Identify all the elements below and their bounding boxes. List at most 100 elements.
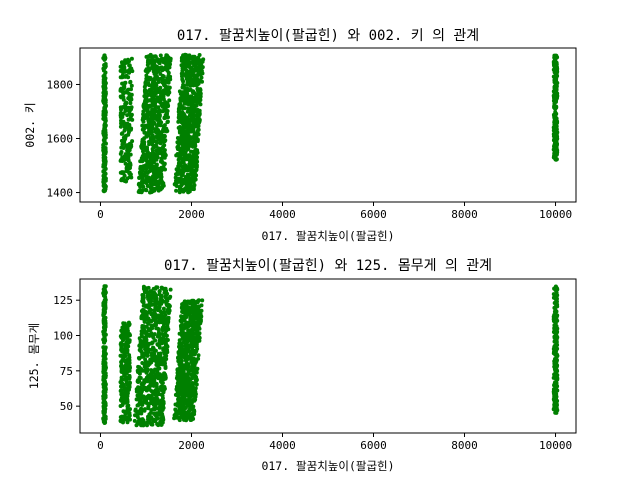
bottom-chart-point <box>155 342 160 347</box>
bottom-chart-point <box>136 421 140 426</box>
bottom-chart-point <box>144 395 149 399</box>
bottom-chart-x-tick-label: 8000 <box>451 439 478 452</box>
top-chart-point <box>156 137 161 141</box>
bottom-chart-point <box>153 305 158 310</box>
top-chart-point <box>141 184 146 189</box>
top-chart-point <box>159 174 164 179</box>
bottom-chart-point <box>177 353 182 358</box>
top-chart-point <box>167 65 172 70</box>
top-chart-point <box>102 140 107 145</box>
top-chart-point <box>161 144 166 149</box>
top-chart-point <box>195 128 200 133</box>
top-chart-point <box>158 97 162 102</box>
bottom-chart-point <box>160 328 165 333</box>
bottom-chart-x-tick-label: 4000 <box>269 439 296 452</box>
bottom-chart-point <box>196 298 201 303</box>
bottom-chart-y-tick-label: 75 <box>60 365 73 378</box>
bottom-chart-point <box>102 284 107 289</box>
top-chart-point <box>188 83 193 88</box>
bottom-chart-point <box>150 334 155 338</box>
bottom-chart-point <box>138 347 143 352</box>
top-chart-points <box>101 52 560 195</box>
top-chart-point <box>194 156 199 161</box>
top-chart-point <box>174 188 179 193</box>
top-chart-point <box>157 117 161 122</box>
bottom-chart-point <box>177 418 182 423</box>
bottom-chart-point <box>146 362 151 366</box>
bottom-chart-point <box>167 308 172 313</box>
top-chart-point <box>190 150 195 154</box>
top-chart-point <box>180 105 185 110</box>
bottom-chart-point <box>157 372 162 377</box>
bottom-chart-point <box>196 334 201 339</box>
bottom-chart-point <box>174 376 179 381</box>
bottom-chart-point <box>121 370 126 375</box>
top-chart-point <box>162 116 167 121</box>
bottom-chart-point <box>123 417 128 422</box>
top-chart-point <box>192 161 197 165</box>
top-chart-point <box>162 123 167 128</box>
bottom-chart-point <box>178 380 183 385</box>
top-chart-point <box>140 159 145 164</box>
top-chart-point <box>188 143 193 148</box>
top-chart-point <box>167 98 172 103</box>
top-chart-point <box>177 141 182 146</box>
bottom-chart-point <box>103 332 108 337</box>
bottom-chart-point <box>553 363 558 368</box>
bottom-chart-point <box>183 366 188 371</box>
top-chart-point <box>145 175 150 180</box>
bottom-chart-point <box>137 343 142 348</box>
top-chart-point <box>193 143 198 148</box>
bottom-chart-point <box>552 313 557 317</box>
bottom-chart-point <box>143 357 148 362</box>
bottom-chart-y-label: 125. 몸무게 <box>27 323 41 389</box>
top-chart-point <box>199 70 204 75</box>
bottom-chart-point <box>183 332 188 337</box>
bottom-chart-point <box>139 367 144 371</box>
bottom-chart-point <box>101 349 106 354</box>
top-chart-point <box>124 165 129 170</box>
bottom-chart-y-tick-label: 50 <box>60 400 73 413</box>
bottom-chart-point <box>163 373 168 378</box>
bottom-chart-point <box>140 313 145 318</box>
bottom-chart-point <box>149 319 154 324</box>
bottom-chart-point <box>140 382 145 387</box>
bottom-chart-point <box>118 353 123 358</box>
bottom-chart-point <box>161 314 166 319</box>
top-chart-point <box>156 121 161 126</box>
bottom-chart-point <box>159 301 164 306</box>
top-chart-point <box>155 95 160 100</box>
top-chart-point <box>120 142 125 147</box>
bottom-chart-point <box>140 299 145 304</box>
top-chart-point <box>159 103 164 108</box>
top-chart-point <box>140 175 145 180</box>
top-chart-point <box>154 179 159 184</box>
bottom-chart-point <box>121 382 126 387</box>
bottom-chart-point <box>125 420 130 425</box>
top-chart-point <box>200 79 204 84</box>
bottom-chart-point <box>192 339 197 344</box>
top-chart-point <box>186 146 191 151</box>
bottom-chart-point <box>127 411 132 416</box>
top-chart-point <box>148 131 153 135</box>
top-chart-point <box>196 97 201 102</box>
top-chart-point <box>144 156 149 161</box>
top-chart-point <box>154 83 159 88</box>
top-chart-point <box>552 150 557 155</box>
bottom-chart-point <box>156 332 161 337</box>
top-chart-point <box>180 149 185 154</box>
top-chart-point <box>150 82 155 87</box>
bottom-chart-point <box>163 294 168 299</box>
bottom-chart-point <box>148 379 153 384</box>
bottom-chart-point <box>136 364 141 369</box>
bottom-chart-point <box>126 340 131 345</box>
top-chart-point <box>144 89 149 94</box>
bottom-chart-point <box>145 321 150 326</box>
top-chart-point <box>193 168 198 173</box>
bottom-chart-point <box>180 302 185 307</box>
top-chart-point <box>191 180 196 185</box>
bottom-chart-point <box>192 348 197 353</box>
top-chart-point <box>151 78 156 82</box>
top-chart-point <box>128 101 133 106</box>
top-chart-point <box>555 136 560 141</box>
